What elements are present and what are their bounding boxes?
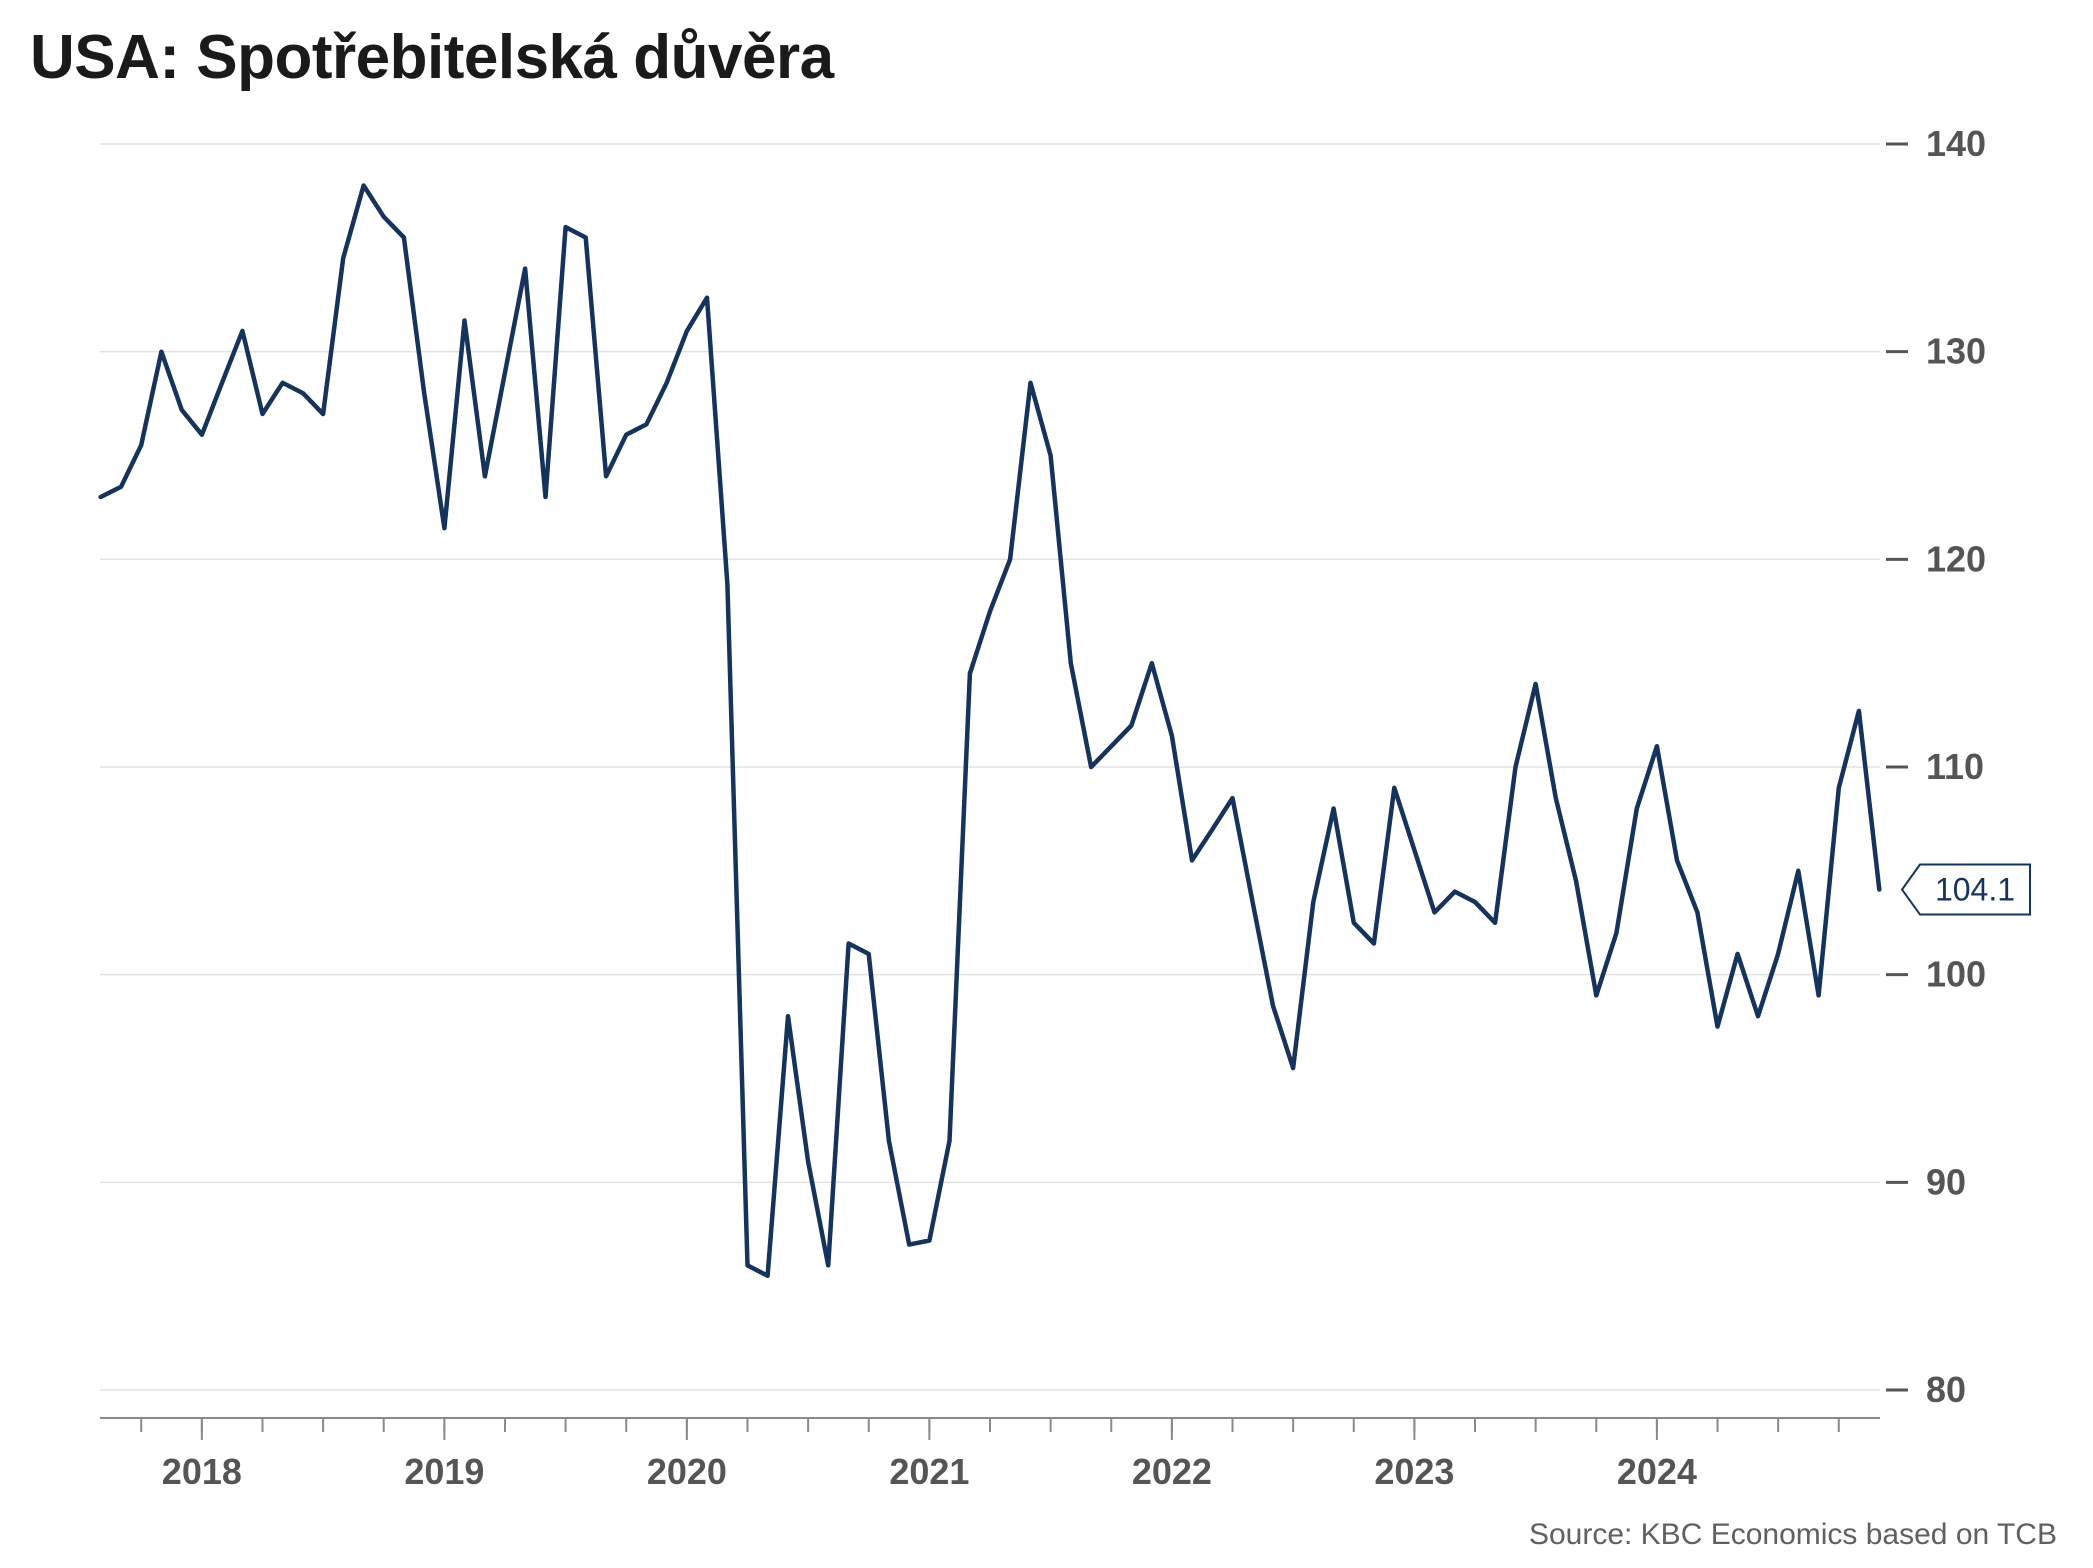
- svg-text:110: 110: [1926, 746, 1984, 787]
- line-chart: 2018 2019 2020 2021 2022 2023 2024 80 90 100 110 12…: [30, 130, 2063, 1500]
- svg-text:120: 120: [1926, 538, 1986, 579]
- svg-text:130: 130: [1926, 331, 1986, 372]
- svg-text:140: 140: [1926, 130, 1986, 164]
- svg-text:2023: 2023: [1374, 1451, 1454, 1492]
- svg-text:90: 90: [1926, 1161, 1966, 1202]
- chart-container: 2018 2019 2020 2021 2022 2023 2024 80 90 100 110 12…: [30, 130, 2063, 1500]
- svg-text:2024: 2024: [1617, 1451, 1697, 1492]
- svg-text:2018: 2018: [162, 1451, 242, 1492]
- source-text: Source: KBC Economics based on TCB: [1529, 1518, 2057, 1552]
- svg-text:2021: 2021: [889, 1451, 969, 1492]
- svg-text:2020: 2020: [647, 1451, 727, 1492]
- svg-text:80: 80: [1926, 1369, 1966, 1410]
- svg-text:2019: 2019: [404, 1451, 484, 1492]
- chart-title: USA: Spotřebitelská důvěra: [30, 22, 834, 93]
- svg-text:104.1: 104.1: [1935, 872, 2015, 908]
- svg-text:100: 100: [1926, 954, 1986, 995]
- svg-text:2022: 2022: [1132, 1451, 1212, 1492]
